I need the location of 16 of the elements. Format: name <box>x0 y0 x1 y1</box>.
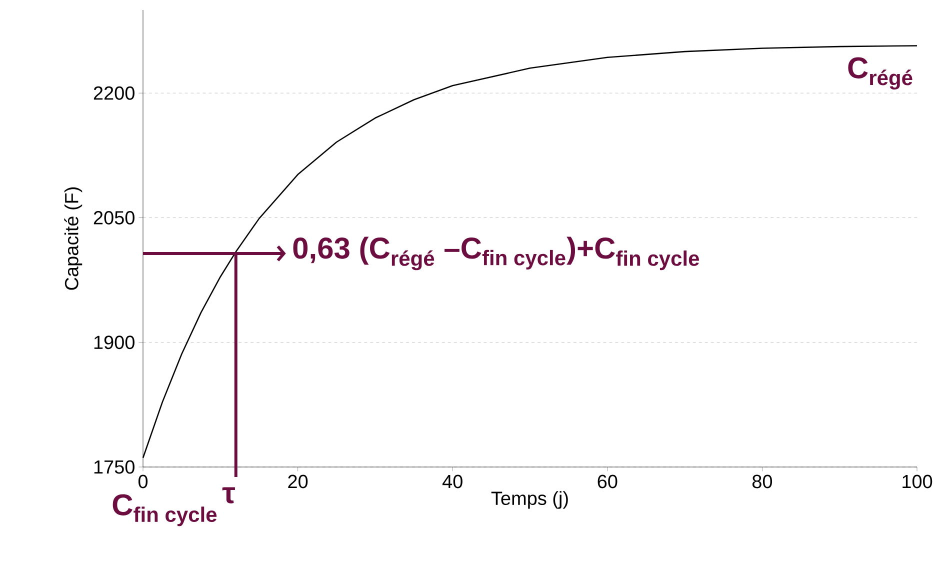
y-tick-label: 1900 <box>94 336 134 350</box>
x-tick-label: 100 <box>902 474 932 488</box>
x-axis-title: Temps (j) <box>491 491 568 509</box>
x-tick-label: 0 <box>138 474 148 488</box>
x-tick-label: 20 <box>288 474 308 488</box>
ref-line-label: $\text{0,63 (C}_{\text{régé}}\text{ –C}_{\text{fin cycle}}\text{)+C}_{\text{fin cycle}}$ <box>293 236 700 270</box>
annotation: $\text{C}_{\text{régé}}$ <box>848 57 912 90</box>
y-tick-label: 2200 <box>94 86 134 100</box>
x-tick-label: 80 <box>752 474 772 488</box>
y-tick-label: 2050 <box>94 211 134 224</box>
y-tick-label: 1750 <box>94 460 134 474</box>
text: $\text{C}_{\text{fin cycle}}$ <box>112 494 217 526</box>
y-axis-title: Capacité (F) <box>64 187 82 290</box>
x-tick-label: 40 <box>442 474 462 488</box>
ref-line-label: τ <box>222 487 235 504</box>
x-tick-label: 60 <box>598 474 618 488</box>
